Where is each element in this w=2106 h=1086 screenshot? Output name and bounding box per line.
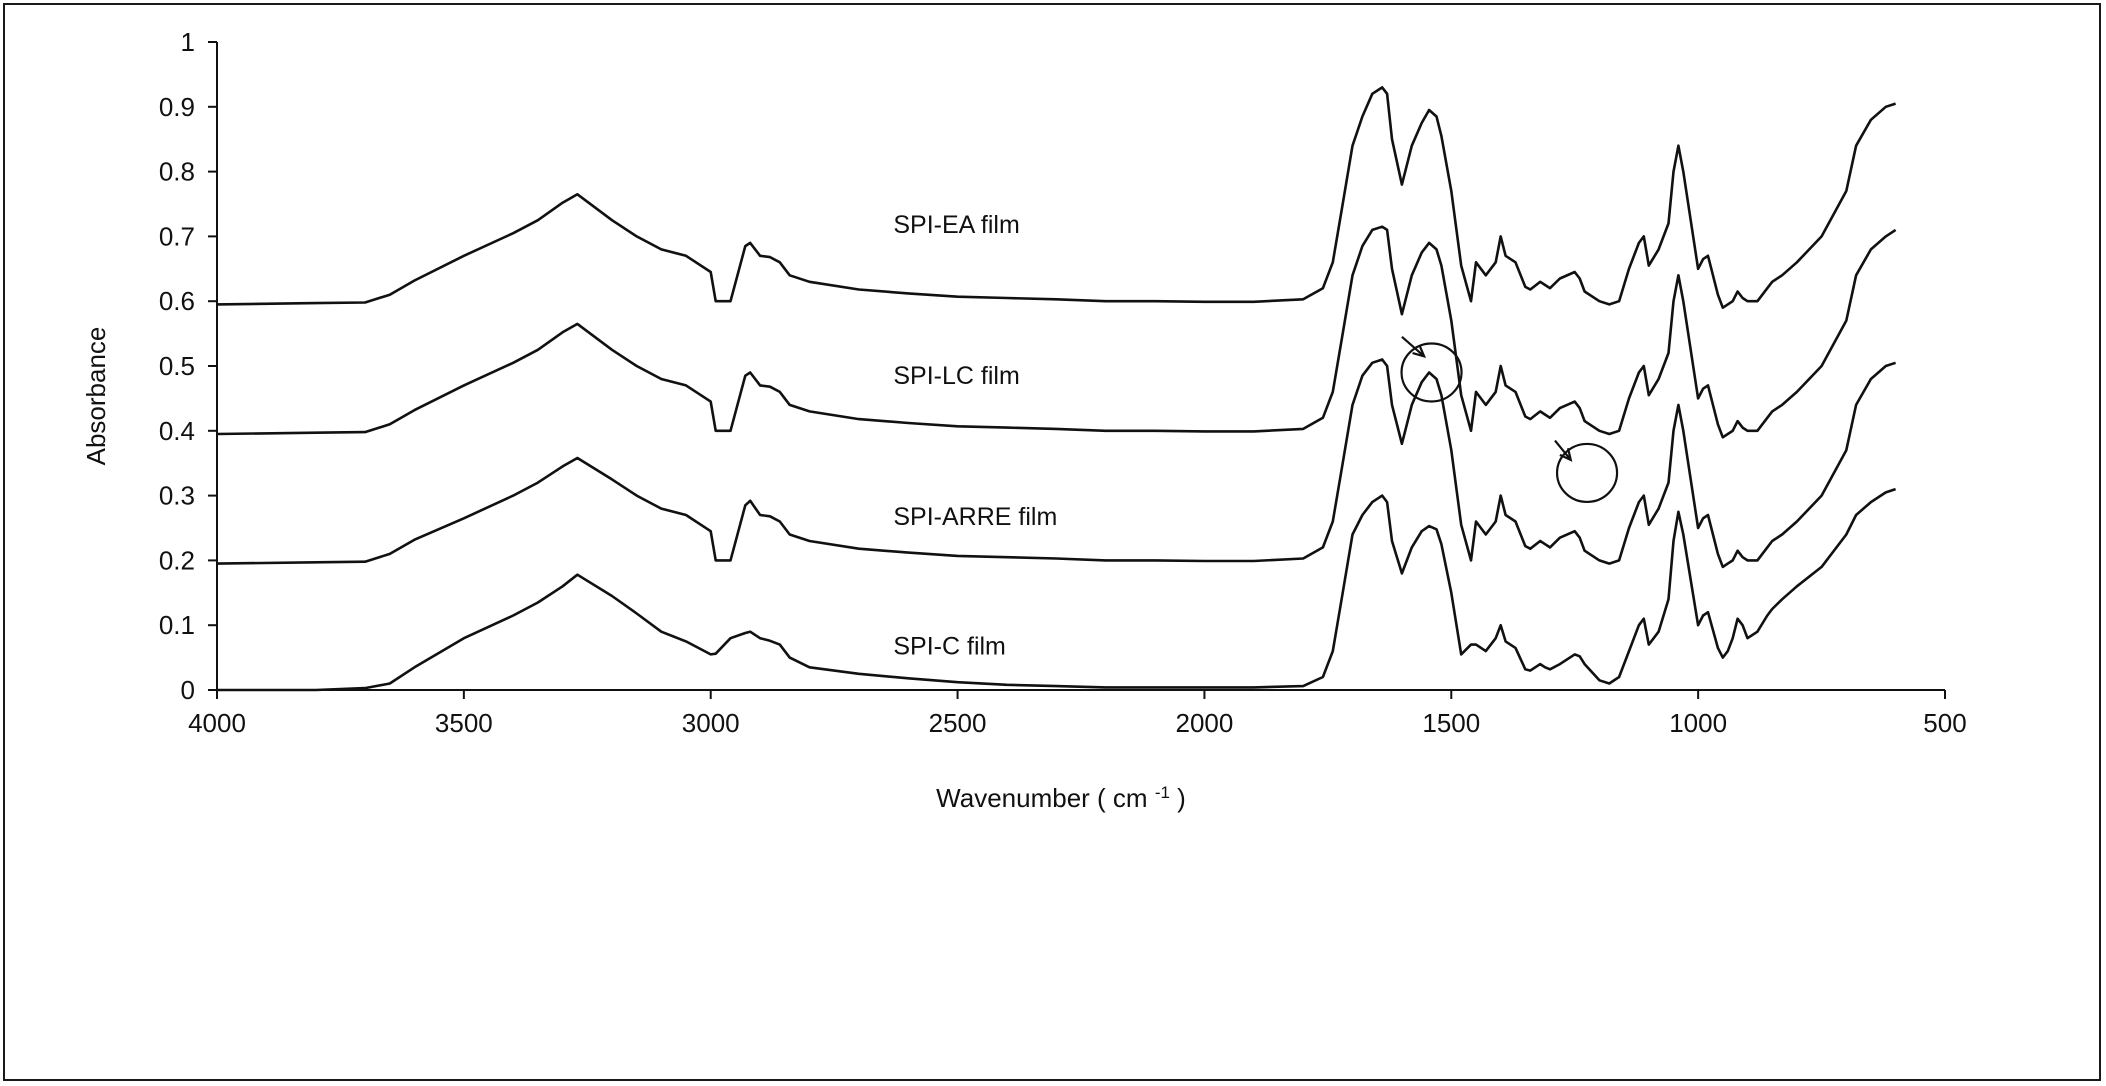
x-tick-label: 1500 xyxy=(1422,708,1480,738)
annotation-arrow-head xyxy=(1412,344,1427,358)
y-tick-label: 0.5 xyxy=(159,351,195,381)
annotation-circle xyxy=(1555,442,1619,504)
series-label-spi-ea-film: SPI-EA film xyxy=(893,211,1019,239)
series-line-spi-ea-film xyxy=(216,86,1897,309)
y-tick-label: 0.6 xyxy=(159,286,195,316)
x-axis-title-main: Wavenumber ( cm xyxy=(936,783,1147,813)
annotation-arrow xyxy=(1554,439,1573,462)
x-tick-label: 3500 xyxy=(435,708,493,738)
axes xyxy=(216,42,1945,691)
annotation-arrow-shaft xyxy=(1401,336,1425,358)
x-axis-title-sup: -1 xyxy=(1155,783,1170,802)
x-tick-label: 2500 xyxy=(929,708,987,738)
ftir-spectra-chart: 0 0.1 0.2 0.3 0.4 0.5 0.6 0.7 0.8 0.9 1 4000 3500 30… xyxy=(81,27,1967,813)
y-axis-title: Absorbance xyxy=(81,327,111,466)
series-line-spi-c-film xyxy=(217,487,1897,692)
x-tick-label: 2000 xyxy=(1176,708,1234,738)
series-label-spi-c-film: SPI-C film xyxy=(893,632,1006,660)
annotation-arrow-shaft xyxy=(1554,439,1572,461)
x-axis-title: Wavenumber ( cm -1 ) xyxy=(936,774,1186,813)
x-tick-label: 1000 xyxy=(1669,708,1727,738)
y-tick-label: 0.9 xyxy=(159,92,195,122)
y-tick-label: 0.7 xyxy=(159,221,195,251)
y-tick-label: 0 xyxy=(181,675,195,705)
series-label-spi-lc-film: SPI-LC film xyxy=(893,362,1019,390)
x-ticks: 4000 3500 3000 2500 2000 1500 1000 500 xyxy=(188,690,1967,738)
series-line-spi-lc-film xyxy=(216,225,1897,439)
x-tick-label: 4000 xyxy=(188,708,246,738)
annotations xyxy=(1400,336,1619,504)
y-tick-label: 0.2 xyxy=(159,545,195,575)
x-tick-label: 3000 xyxy=(682,708,740,738)
y-tick-label: 0.1 xyxy=(159,610,195,640)
annotation-arrow xyxy=(1401,336,1427,358)
y-tick-label: 0.3 xyxy=(159,481,195,511)
x-tick-label: 500 xyxy=(1923,708,1966,738)
y-tick-label: 0.8 xyxy=(159,157,195,187)
y-tick-label: 1 xyxy=(181,27,195,57)
y-tick-label: 0.4 xyxy=(159,416,195,446)
y-ticks: 0 0.1 0.2 0.3 0.4 0.5 0.6 0.7 0.8 0.9 1 xyxy=(159,27,217,705)
chart-frame: 0 0.1 0.2 0.3 0.4 0.5 0.6 0.7 0.8 0.9 1 4000 3500 30… xyxy=(3,3,2101,1081)
series-labels: SPI-EA film SPI-LC film SPI-ARRE film SPI-C… xyxy=(893,211,1057,660)
series-line-spi-arre-film xyxy=(216,358,1897,569)
x-axis-title-close: ) xyxy=(1177,783,1186,813)
annotation-circle xyxy=(1400,342,1463,403)
series-lines xyxy=(216,86,1897,692)
annotation-arrow-head xyxy=(1559,448,1573,462)
series-label-spi-arre-film: SPI-ARRE film xyxy=(893,503,1057,531)
